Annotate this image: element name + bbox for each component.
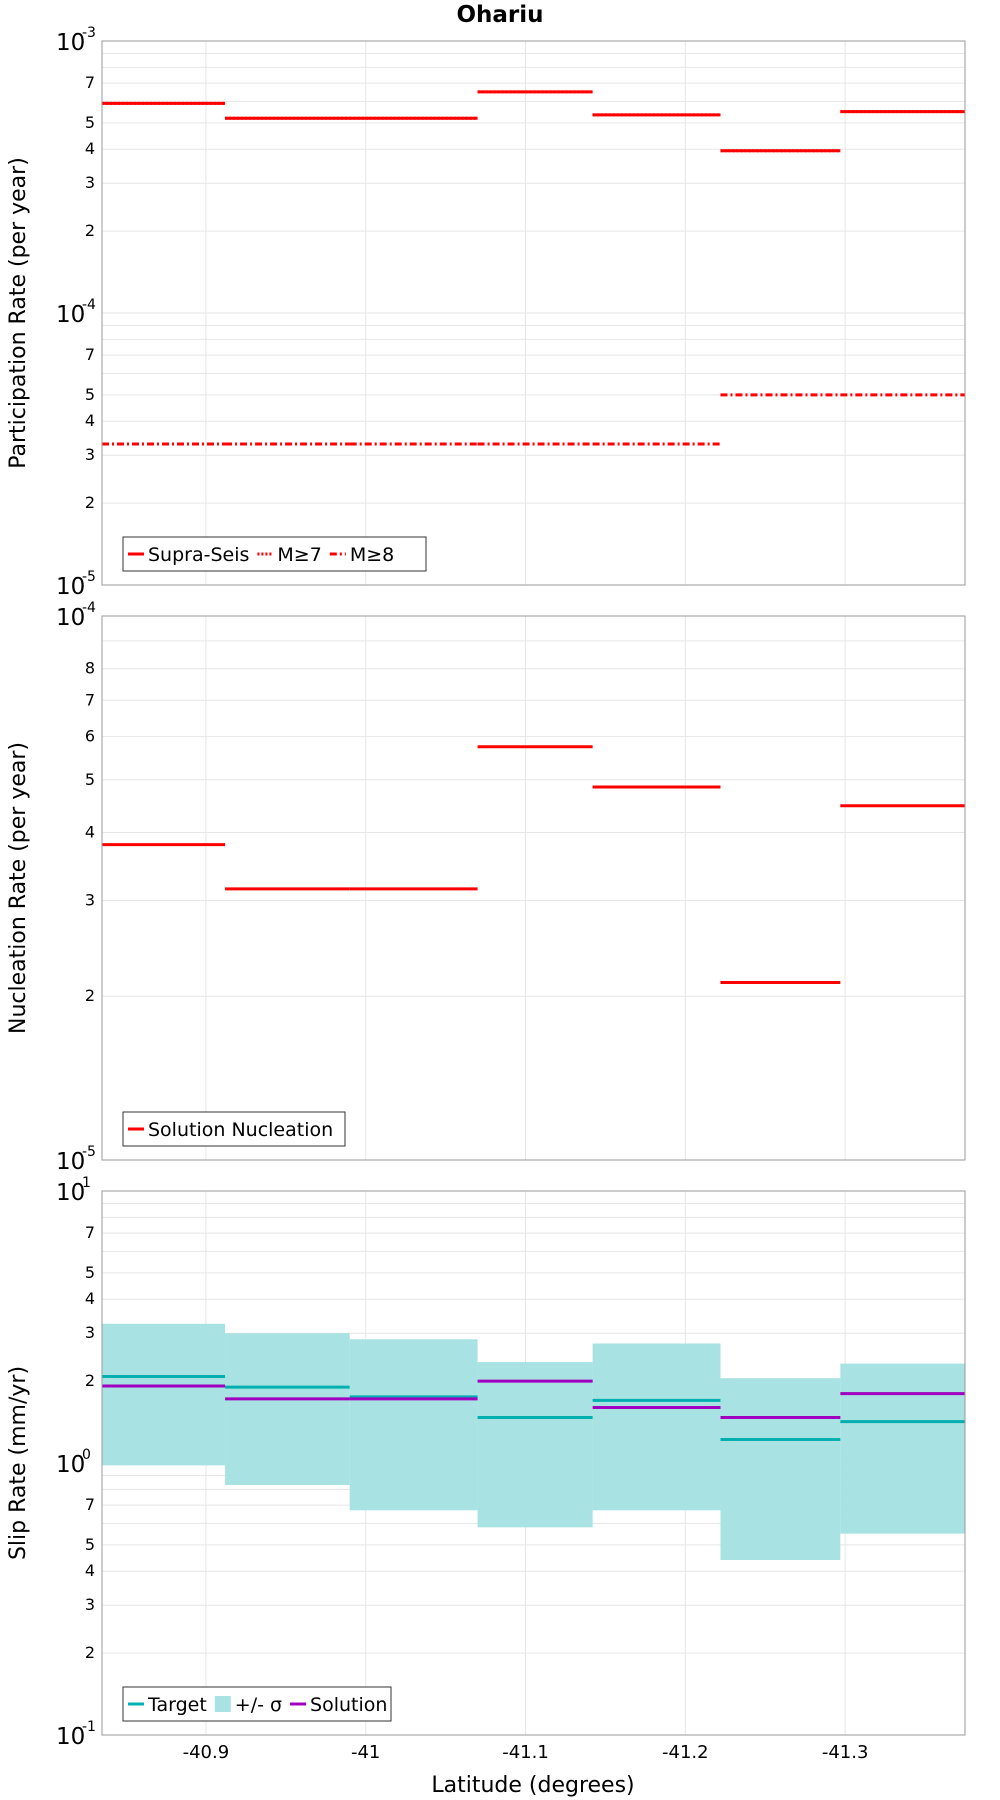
- legend-label-solution-nucleation: Solution Nucleation: [148, 1119, 333, 1141]
- legend-label-m-ge-8: M≥8: [350, 544, 394, 566]
- y-minor-tick-label: 2: [85, 493, 95, 512]
- y-minor-tick-label: 7: [85, 1495, 95, 1514]
- plot-frame: [101, 615, 966, 1161]
- y-major-tick-label: 10: [56, 1180, 85, 1206]
- y-major-tick-exponent: -4: [82, 600, 96, 616]
- plot-frame: [101, 40, 966, 586]
- legend-box: [122, 536, 427, 572]
- x-tick-label: -40.9: [183, 1742, 230, 1763]
- legend-label-solution: Solution: [310, 1694, 387, 1716]
- y-axis-title: Nucleation Rate (per year): [6, 742, 31, 1034]
- legend-label-supra-seis: Supra-Seis: [148, 544, 249, 566]
- sigma-band-segment: [102, 1323, 226, 1466]
- y-major-tick-label: 10: [56, 1149, 85, 1175]
- y-minor-tick-label: 4: [85, 139, 95, 158]
- y-minor-tick-label: 3: [85, 445, 95, 464]
- y-minor-tick-label: 6: [85, 727, 95, 746]
- y-minor-tick-label: 5: [85, 770, 95, 789]
- sigma-band-segment: [592, 1343, 721, 1511]
- sigma-band-segment: [477, 1362, 593, 1528]
- y-minor-tick-label: 5: [85, 385, 95, 404]
- y-major-tick-exponent: -4: [82, 297, 96, 313]
- y-major-tick-exponent: 0: [82, 1447, 91, 1463]
- y-major-tick-label: 10: [56, 605, 85, 631]
- y-minor-tick-label: 7: [85, 345, 95, 364]
- plot-frame: [101, 1190, 966, 1736]
- x-axis-title: Latitude (degrees): [431, 1773, 634, 1798]
- y-major-tick-label: 10: [56, 1452, 85, 1478]
- y-axis-title: Slip Rate (mm/yr): [6, 1366, 31, 1560]
- legend: Solution Nucleation: [122, 1111, 346, 1147]
- y-major-tick-exponent: -3: [82, 25, 96, 41]
- legend-label-target: Target: [147, 1694, 207, 1716]
- legend: Target +/- σ Solution: [122, 1686, 392, 1722]
- y-minor-tick-label: 2: [85, 986, 95, 1005]
- y-minor-tick-label: 2: [85, 221, 95, 240]
- y-minor-tick-label: 4: [85, 822, 95, 841]
- y-major-tick-label: 10: [56, 1724, 85, 1750]
- x-tick-label: -41: [351, 1742, 380, 1763]
- y-minor-tick-label: 3: [85, 1595, 95, 1614]
- sigma-band-segment: [225, 1333, 350, 1486]
- y-major-tick-label: 10: [56, 574, 85, 600]
- y-minor-tick-label: 7: [85, 1223, 95, 1242]
- y-major-tick-exponent: 1: [82, 1175, 91, 1191]
- y-minor-tick-label: 2: [85, 1371, 95, 1390]
- y-axis-title: Participation Rate (per year): [6, 157, 31, 469]
- legend-box: [122, 1686, 392, 1722]
- y-minor-tick-label: 8: [85, 659, 95, 678]
- y-minor-tick-label: 4: [85, 411, 95, 430]
- figure-title: Ohariu: [456, 2, 543, 28]
- y-minor-tick-label: 4: [85, 1289, 95, 1308]
- y-minor-tick-label: 5: [85, 1535, 95, 1554]
- y-major-tick-label: 10: [56, 30, 85, 56]
- y-minor-tick-label: 7: [85, 73, 95, 92]
- x-tick-label: -41.1: [502, 1742, 549, 1763]
- sigma-band-segment: [720, 1378, 841, 1560]
- y-major-tick-exponent: -5: [82, 569, 96, 585]
- x-tick-label: -41.3: [822, 1742, 869, 1763]
- y-major-tick-exponent: -5: [82, 1144, 96, 1160]
- y-minor-tick-label: 3: [85, 890, 95, 909]
- sigma-band-segment: [840, 1363, 965, 1534]
- legend-swatch-band: [214, 1696, 231, 1712]
- legend-label-: +/- σ: [235, 1694, 282, 1716]
- legend: Supra-Seis M≥7 M≥8: [122, 536, 427, 572]
- x-tick-label: -41.2: [662, 1742, 709, 1763]
- y-minor-tick-label: 2: [85, 1643, 95, 1662]
- y-minor-tick-label: 7: [85, 690, 95, 709]
- y-major-tick-label: 10: [56, 302, 85, 328]
- y-minor-tick-label: 5: [85, 1263, 95, 1282]
- y-minor-tick-label: 3: [85, 1323, 95, 1342]
- y-major-tick-exponent: -1: [82, 1719, 96, 1735]
- legend-label-m-ge-7: M≥7: [277, 544, 321, 566]
- y-minor-tick-label: 4: [85, 1561, 95, 1580]
- y-minor-tick-label: 3: [85, 173, 95, 192]
- legend-box: [122, 1111, 346, 1147]
- y-minor-tick-label: 5: [85, 113, 95, 132]
- sigma-band-segment: [349, 1339, 478, 1511]
